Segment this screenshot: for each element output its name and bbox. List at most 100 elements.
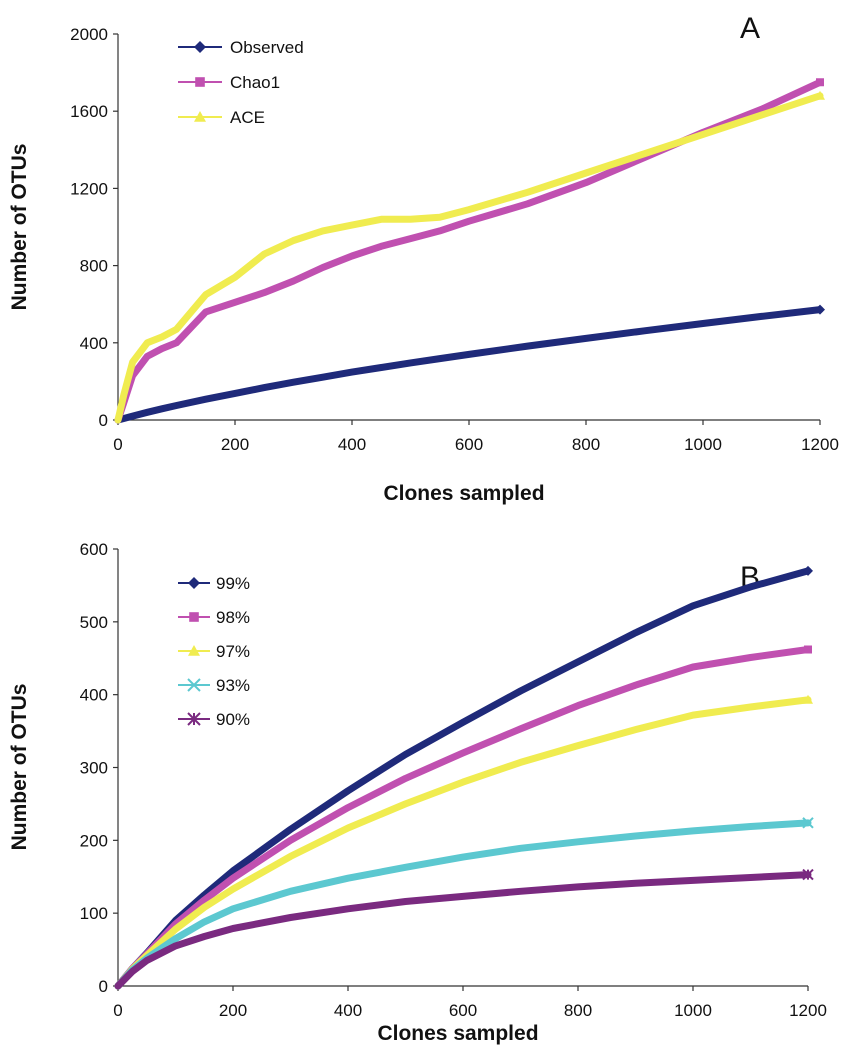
panel-b-data-point (691, 828, 695, 833)
panel-b-series-line (114, 646, 812, 990)
panel-a-x-tick-label: 200 (221, 435, 249, 454)
panel-b-y-tick-label: 400 (80, 686, 108, 705)
panel-b-series-3 (114, 817, 814, 990)
panel-a-data-point (408, 360, 413, 365)
panel-b-data-point (576, 703, 580, 708)
panel-a-end-marker (816, 78, 824, 87)
panel-a-y-tick-label: 1600 (70, 102, 108, 121)
panel-b-end-marker (802, 817, 814, 829)
panel-a-data-point (467, 219, 471, 224)
panel-b-data-point (748, 705, 753, 709)
panel-b-data-point (461, 720, 465, 725)
panel-b-series-4 (114, 868, 814, 990)
panel-a-data-point (642, 151, 647, 156)
panel-b-y-tick-label: 200 (80, 831, 108, 850)
panel-a-data-point (320, 228, 325, 233)
panel-a-x-tick-label: 1200 (801, 435, 839, 454)
panel-b-data-point (403, 776, 408, 781)
panel-b-data-point (576, 884, 580, 889)
panel-b-data-point (748, 655, 753, 660)
panel-b-legend-label: 97% (216, 642, 250, 661)
panel-a-data-point (121, 392, 126, 397)
panel-a-series-line (114, 306, 824, 424)
panel-b-data-point (518, 689, 523, 693)
panel-a-data-point (159, 406, 164, 411)
panel-a-panel-letter: A (740, 12, 760, 45)
panel-b-data-point (288, 838, 293, 843)
panel-a-end-marker (815, 90, 825, 100)
panel-b-data-point (173, 943, 178, 948)
panel-b-data-point (461, 855, 465, 860)
panel-a-data-point (379, 217, 384, 222)
panel-b-y-tick-label: 0 (99, 977, 108, 996)
panel-a-data-point (350, 223, 354, 228)
panel-b-data-point (691, 713, 695, 718)
panel-b-x-axis-title: Clones sampled (377, 1022, 538, 1045)
panel-a-data-point (116, 418, 120, 422)
panel-a-data-point (525, 344, 530, 349)
panel-a-data-point (174, 340, 179, 345)
panel-b-x-tick-label: 1000 (674, 1001, 712, 1020)
panel-b-data-point (288, 889, 293, 894)
panel-b-data-point (633, 881, 638, 886)
panel-b-data-point (231, 876, 235, 881)
panel-a-data-point (233, 275, 237, 280)
panel-a-data-point (130, 414, 135, 419)
panel-a-data-point (174, 327, 179, 332)
panel-b-x-tick-label: 400 (334, 1001, 362, 1020)
panel-b-data-point (633, 834, 638, 838)
panel-a-data-point (584, 180, 588, 185)
panel-a-data-point (145, 354, 150, 359)
panel-a-legend-label: ACE (230, 108, 265, 127)
panel-b-data-point (173, 936, 178, 941)
panel-b-data-point (576, 743, 580, 748)
panel-a-data-point (525, 201, 530, 206)
panel-b-x-tick-label: 800 (564, 1001, 592, 1020)
panel-a-data-point (467, 207, 471, 212)
panel-a-data-point (379, 365, 384, 370)
panel-b-data-point (130, 969, 135, 974)
panel-b-series-line (114, 819, 812, 990)
panel-b-data-point (748, 584, 753, 589)
panel-b-x-tick-label: 200 (219, 1001, 247, 1020)
panel-a-data-point (350, 254, 354, 258)
panel-a-x-tick-label: 0 (113, 435, 122, 454)
panel-b-data-point (518, 760, 523, 765)
panel-a-series-2 (114, 90, 825, 424)
panel-a-data-point (262, 252, 267, 256)
panel-b-y-axis-title: Number of OTUs (8, 684, 31, 851)
panel-b-data-point (144, 958, 149, 963)
panel-b-end-marker (804, 645, 812, 654)
panel-b-legend-marker (189, 612, 199, 622)
panel-b-series-line (114, 696, 812, 990)
panel-b-data-point (633, 683, 638, 688)
panel-a-legend-item: Observed (178, 38, 304, 57)
panel-b-legend-marker (187, 678, 201, 692)
panel-a-data-point (145, 340, 150, 345)
panel-b-data-point (403, 801, 408, 806)
panel-a-data-point (320, 375, 325, 380)
panel-b-y-tick-label: 300 (80, 759, 108, 778)
panel-a-y-tick-label: 1200 (70, 179, 108, 198)
panel-a-data-point (701, 321, 705, 326)
panel-b-chart: 0 200 400 600 800 1000 1200 0 100 200 300 400 500 600… (8, 540, 827, 1045)
panel-a-x-tick-label: 600 (455, 435, 483, 454)
panel-b-data-point (346, 876, 350, 881)
panel-a-data-point (291, 279, 296, 283)
panel-a-x-tick-label: 400 (338, 435, 366, 454)
panel-a-data-point (437, 228, 442, 233)
panel-b-series-2 (114, 694, 813, 990)
panel-b-data-point (288, 827, 293, 832)
panel-b-data-point (231, 887, 235, 892)
panel-b-data-point (748, 824, 753, 829)
panel-b-data-point (461, 894, 465, 899)
panel-a-legend-label: Observed (230, 38, 304, 57)
panel-a-data-point (467, 352, 471, 357)
panel-b-data-point (346, 805, 350, 810)
panel-a-y-tick-label: 2000 (70, 25, 108, 44)
panel-a-x-axis-title: Clones sampled (383, 482, 544, 505)
panel-a-legend-marker (195, 77, 205, 87)
panel-b-legend-label: 90% (216, 710, 250, 729)
panel-a-data-point (130, 360, 135, 365)
